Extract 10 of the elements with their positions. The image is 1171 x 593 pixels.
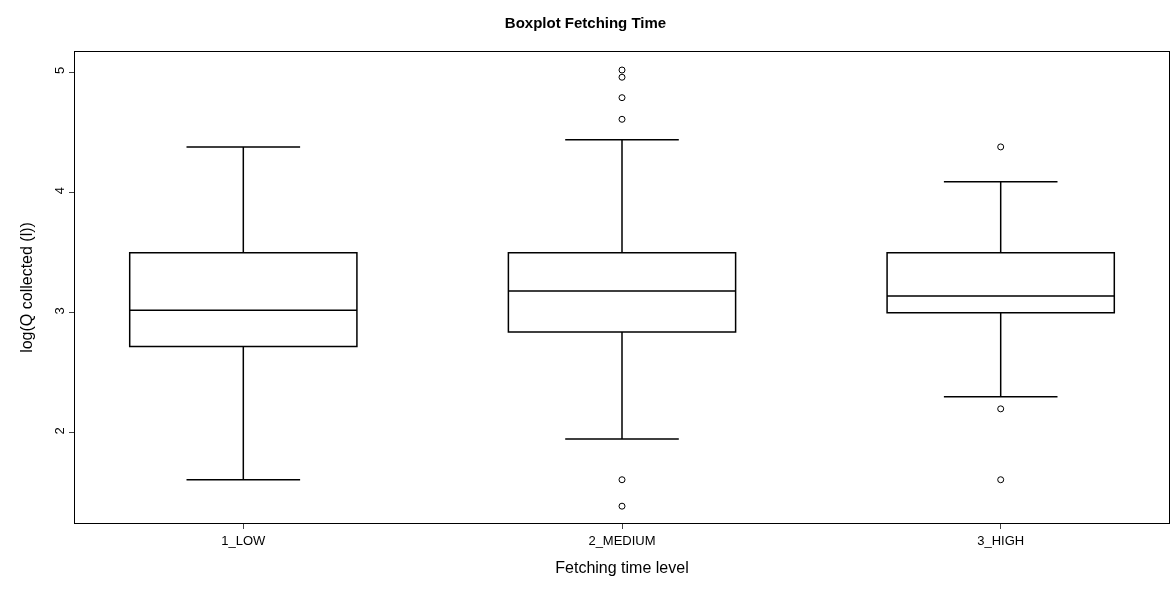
x-tick-label: 1_LOW bbox=[221, 532, 267, 548]
y-axis-title: log(Q collected (l)) bbox=[17, 222, 35, 353]
y-tick-label: 2 bbox=[51, 427, 67, 435]
x-axis-title: Fetching time level bbox=[555, 559, 689, 577]
y-tick-label: 4 bbox=[51, 187, 67, 195]
y-tick-label: 3 bbox=[51, 307, 67, 315]
y-tick-label: 5 bbox=[51, 66, 67, 75]
x-tick-label: 2_MEDIUM bbox=[588, 532, 656, 548]
chart-title: Boxplot Fetching Time bbox=[504, 14, 667, 32]
x-tick-label: 3_HIGH bbox=[977, 532, 1025, 548]
